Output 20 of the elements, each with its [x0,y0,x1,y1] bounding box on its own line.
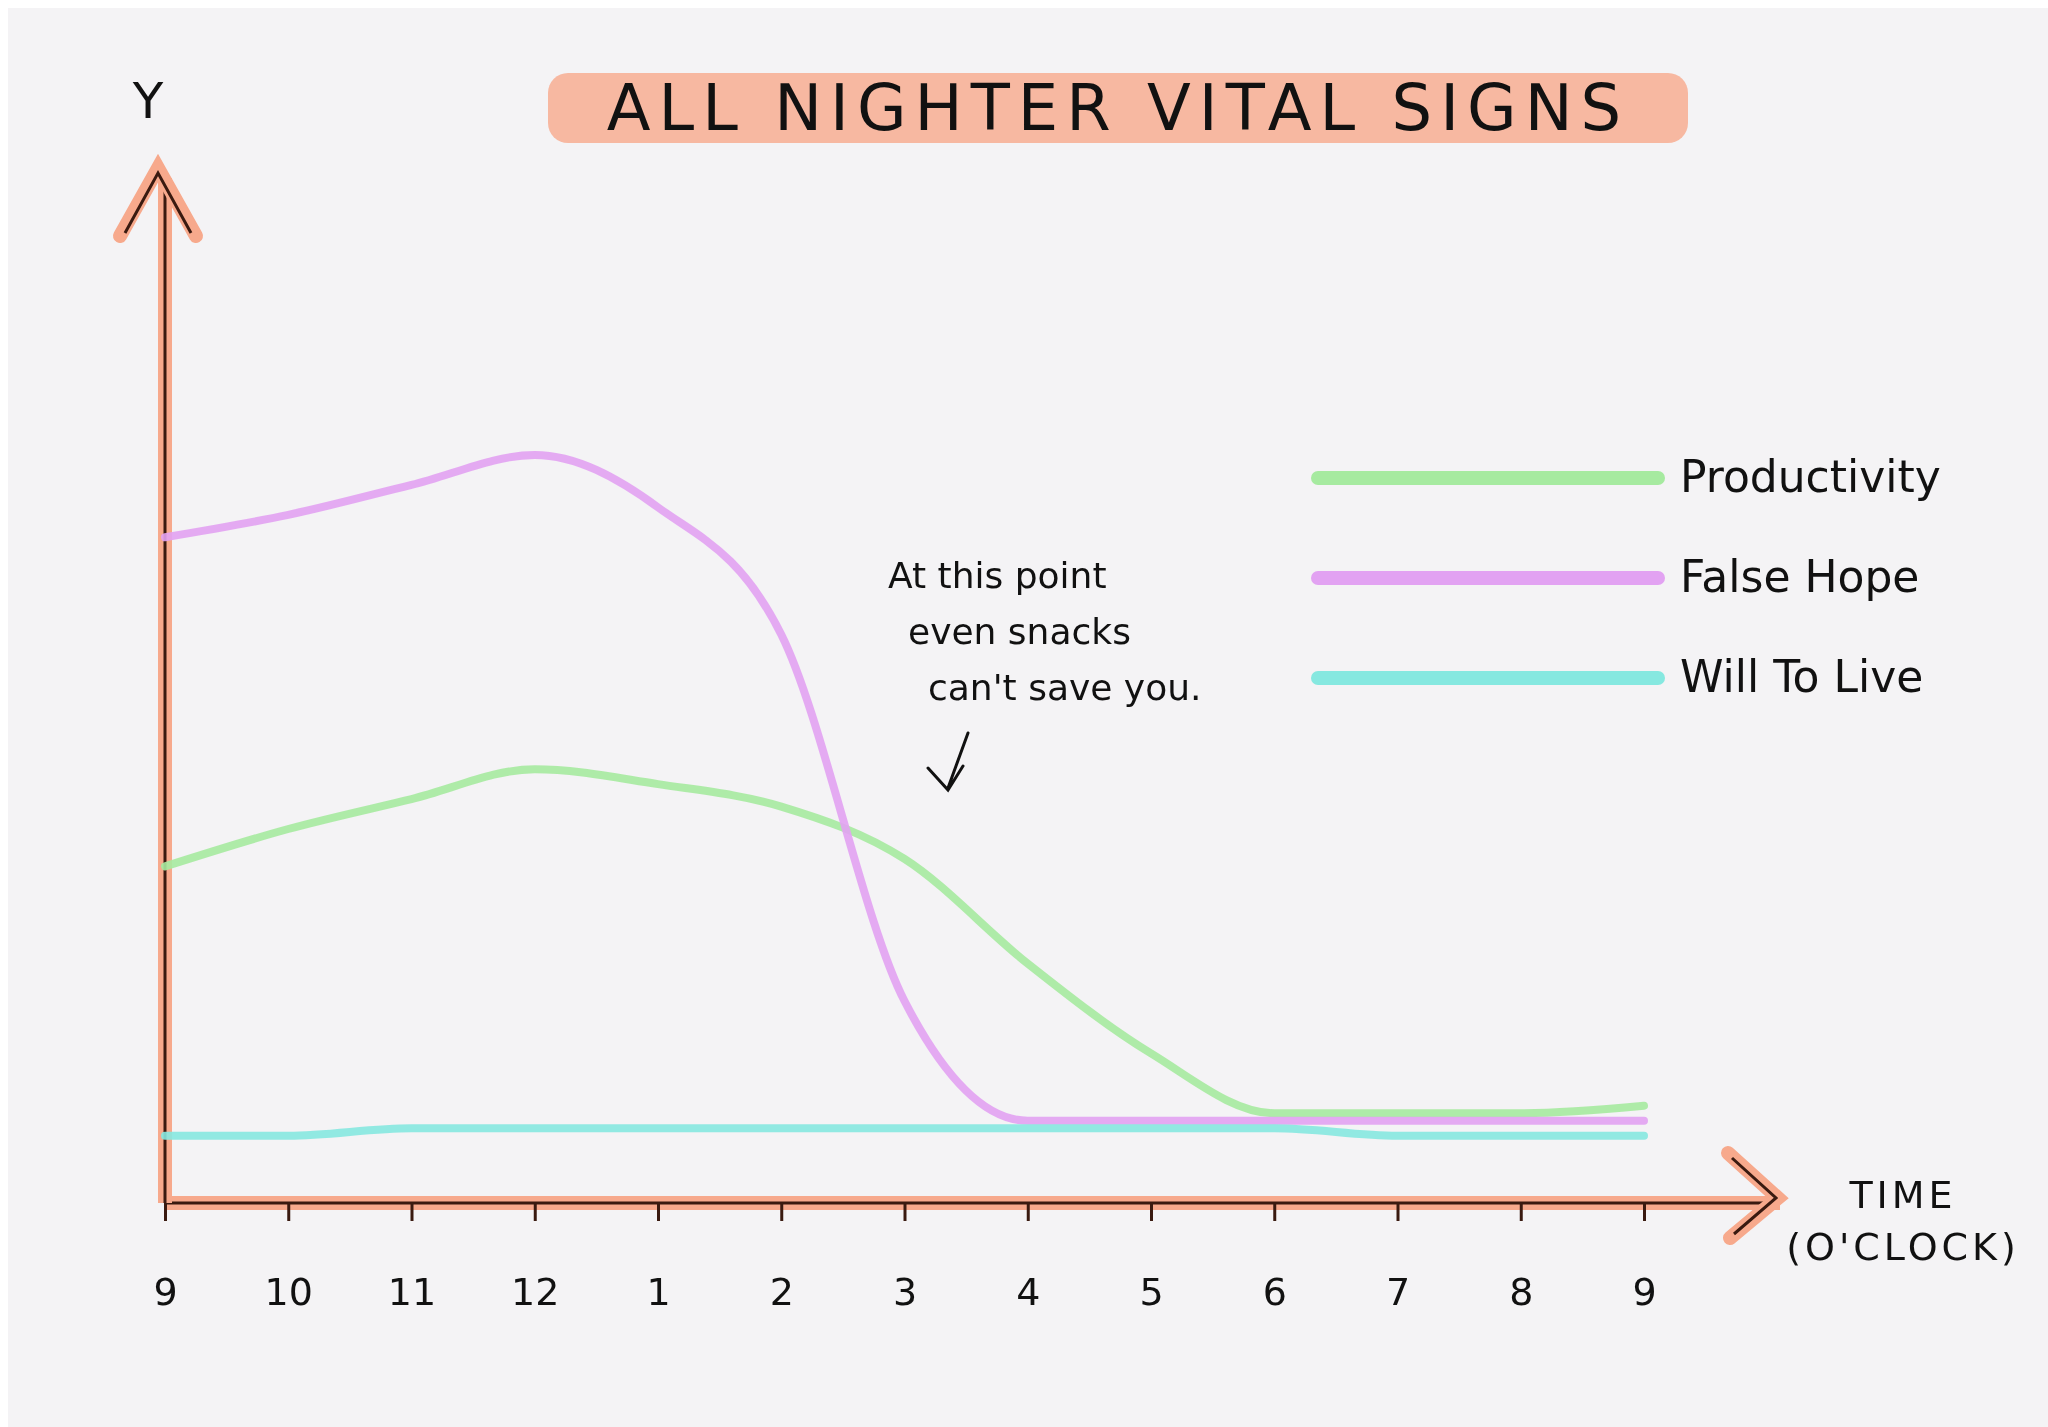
x-tick-label: 1 [646,1269,671,1314]
x-tick-label: 2 [769,1269,794,1314]
text: False Hope [1680,551,1920,602]
x-tick-label: 10 [264,1269,313,1314]
annotation: At this point even snacks can't save you. [888,555,1202,708]
x-axis-title: TIME (O'CLOCK) [1786,1173,2020,1269]
x-tick-label: 9 [153,1269,178,1314]
x-tick-label: 12 [511,1269,560,1314]
x-tick-label: 7 [1385,1269,1411,1314]
x-tick-label: 3 [892,1269,918,1314]
text: Will To Live [1680,651,1924,702]
x-tick-label: 5 [1139,1269,1164,1314]
x-tick-label: 11 [387,1269,437,1314]
text: Productivity [1680,451,1941,502]
x-tick-label: 4 [1016,1269,1041,1314]
chart-title: ALL NIGHTER VITAL SIGNS [606,71,1630,145]
x-tick-label: 9 [1632,1269,1657,1314]
text: Y [131,72,164,130]
x-tick-label: 6 [1262,1269,1287,1314]
x-tick-label: 8 [1509,1269,1534,1314]
